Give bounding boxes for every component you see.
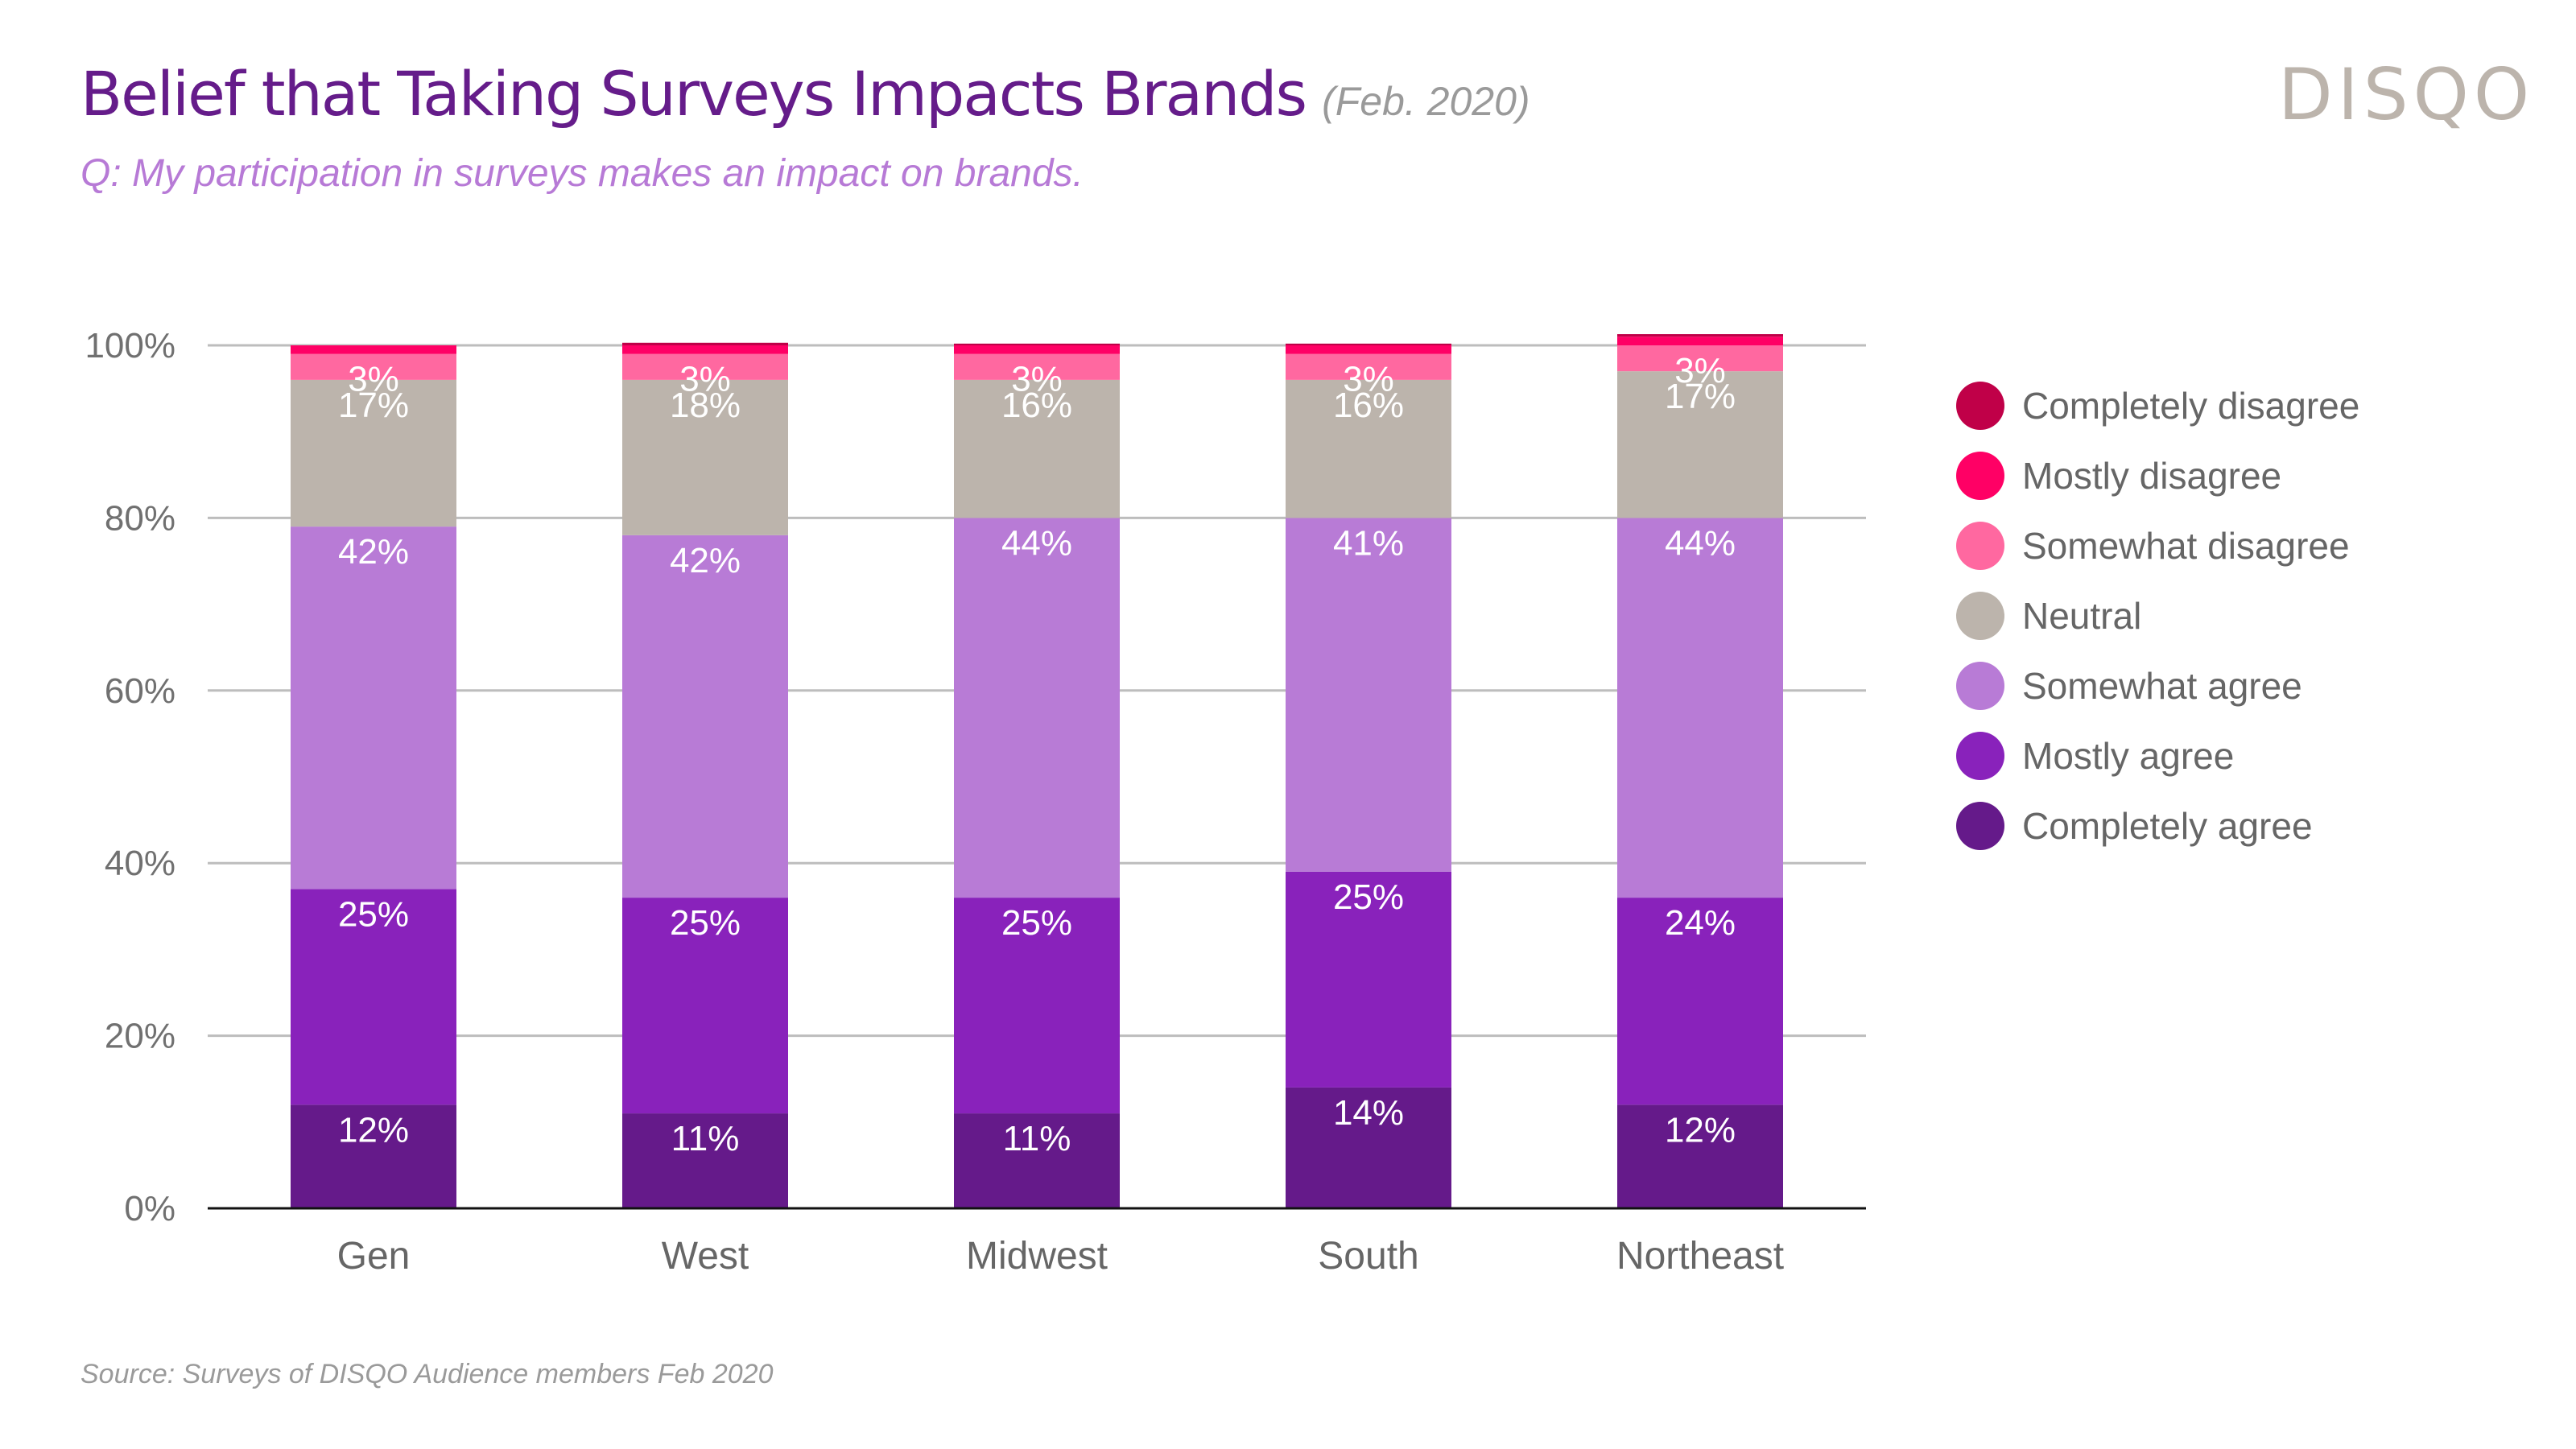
data-label: 3% — [348, 360, 399, 399]
legend-swatch-icon — [1956, 591, 2004, 640]
legend-label: Somewhat disagree — [2022, 524, 2350, 567]
bar-segment — [622, 535, 788, 898]
title-date: (Feb. 2020) — [1322, 79, 1530, 124]
bar-segment — [1286, 1087, 1451, 1208]
bar-segment — [622, 898, 788, 1114]
legend-label: Mostly disagree — [2022, 454, 2282, 497]
bar-segment — [954, 518, 1120, 898]
bar-segment — [622, 379, 788, 535]
bar-segment — [954, 1113, 1120, 1208]
y-tick-label: 100% — [85, 326, 175, 365]
bar-segment — [1617, 518, 1783, 898]
legend-swatch-icon — [1956, 661, 2004, 710]
legend-item: Completely agree — [1956, 791, 2359, 861]
bar-segment — [622, 1113, 788, 1208]
y-tick-label: 0% — [124, 1189, 175, 1228]
data-label: 42% — [670, 541, 741, 580]
data-label: 25% — [338, 894, 409, 934]
data-label: 12% — [1665, 1110, 1736, 1150]
chart-legend: Completely disagree Mostly disagree Somewh… — [1956, 370, 2359, 861]
y-tick-label: 60% — [105, 671, 175, 711]
bar-segment — [291, 353, 456, 380]
bar-segment — [291, 379, 456, 527]
bar-segment — [1286, 518, 1451, 872]
bar-segment — [954, 343, 1120, 345]
bar-segment — [291, 889, 456, 1105]
bar-segment — [622, 353, 788, 380]
legend-item: Neutral — [1956, 580, 2359, 650]
data-label: 11% — [1003, 1119, 1071, 1158]
legend-item: Somewhat disagree — [1956, 510, 2359, 580]
bar-segment — [1286, 345, 1451, 354]
bar-segment — [622, 345, 788, 354]
data-label: 16% — [1001, 386, 1072, 425]
x-tick-label: Midwest — [966, 1235, 1108, 1278]
bar-segment — [291, 526, 456, 890]
bar-segment — [1617, 1104, 1783, 1208]
legend-swatch-icon — [1956, 731, 2004, 780]
legend-swatch-icon — [1956, 801, 2004, 850]
y-tick-label: 80% — [105, 498, 175, 538]
data-label: 18% — [670, 386, 741, 425]
data-label: 3% — [679, 360, 731, 399]
x-tick-label: Northeast — [1616, 1235, 1784, 1278]
bar-segment — [1617, 898, 1783, 1105]
legend-label: Completely agree — [2022, 804, 2313, 847]
data-label: 44% — [1665, 523, 1736, 563]
bar-segment — [954, 898, 1120, 1114]
legend-label: Completely disagree — [2022, 384, 2360, 427]
data-label: 14% — [1333, 1093, 1404, 1133]
source-note: Source: Surveys of DISQO Audience member… — [80, 1359, 774, 1389]
bar-segment — [291, 345, 456, 354]
data-label: 16% — [1333, 386, 1404, 425]
y-tick-label: 40% — [105, 844, 175, 883]
data-label: 42% — [338, 532, 409, 572]
bar-segment — [954, 379, 1120, 518]
bar-segment — [1286, 343, 1451, 345]
data-label: 17% — [338, 386, 409, 425]
bar-segment — [1286, 871, 1451, 1088]
legend-swatch-icon — [1956, 381, 2004, 430]
bar-segment — [1617, 336, 1783, 345]
data-label: 25% — [670, 903, 741, 943]
legend-item: Somewhat agree — [1956, 650, 2359, 720]
legend-item: Completely disagree — [1956, 370, 2359, 440]
bar-segment — [1286, 353, 1451, 380]
data-label: 12% — [338, 1110, 409, 1150]
data-label: 17% — [1665, 377, 1736, 416]
chart-title: Belief that Taking Surveys Impacts Brand… — [80, 58, 1530, 130]
bar-segment — [1617, 334, 1783, 337]
chart-subtitle: Q: My participation in surveys makes an … — [80, 152, 1084, 195]
legend-swatch-icon — [1956, 451, 2004, 500]
bar-segment — [622, 342, 788, 345]
x-tick-label: West — [662, 1235, 749, 1278]
data-label: 3% — [1674, 351, 1726, 390]
data-label: 44% — [1001, 523, 1072, 563]
legend-label: Neutral — [2022, 594, 2142, 637]
title-text: Belief that Taking Surveys Impacts Brand… — [80, 58, 1307, 130]
x-tick-label: Gen — [337, 1235, 411, 1278]
data-label: 25% — [1333, 877, 1404, 917]
bar-segment — [1617, 345, 1783, 372]
data-label: 24% — [1665, 903, 1736, 943]
disqo-logo: DISQO — [2278, 53, 2535, 136]
data-label: 3% — [1011, 360, 1063, 399]
bar-segment — [291, 1104, 456, 1208]
legend-item: Mostly disagree — [1956, 440, 2359, 510]
bar-segment — [1617, 371, 1783, 518]
bar-segment — [1286, 379, 1451, 518]
legend-label: Mostly agree — [2022, 734, 2235, 777]
legend-label: Somewhat agree — [2022, 664, 2302, 707]
data-label: 3% — [1343, 360, 1394, 399]
data-label: 11% — [671, 1119, 740, 1158]
bar-segment — [954, 353, 1120, 380]
legend-swatch-icon — [1956, 521, 2004, 570]
x-tick-label: South — [1318, 1235, 1418, 1278]
legend-item: Mostly agree — [1956, 720, 2359, 791]
y-tick-label: 20% — [105, 1017, 175, 1056]
bar-segment — [954, 345, 1120, 354]
data-label: 41% — [1333, 523, 1404, 563]
data-label: 25% — [1001, 903, 1072, 943]
